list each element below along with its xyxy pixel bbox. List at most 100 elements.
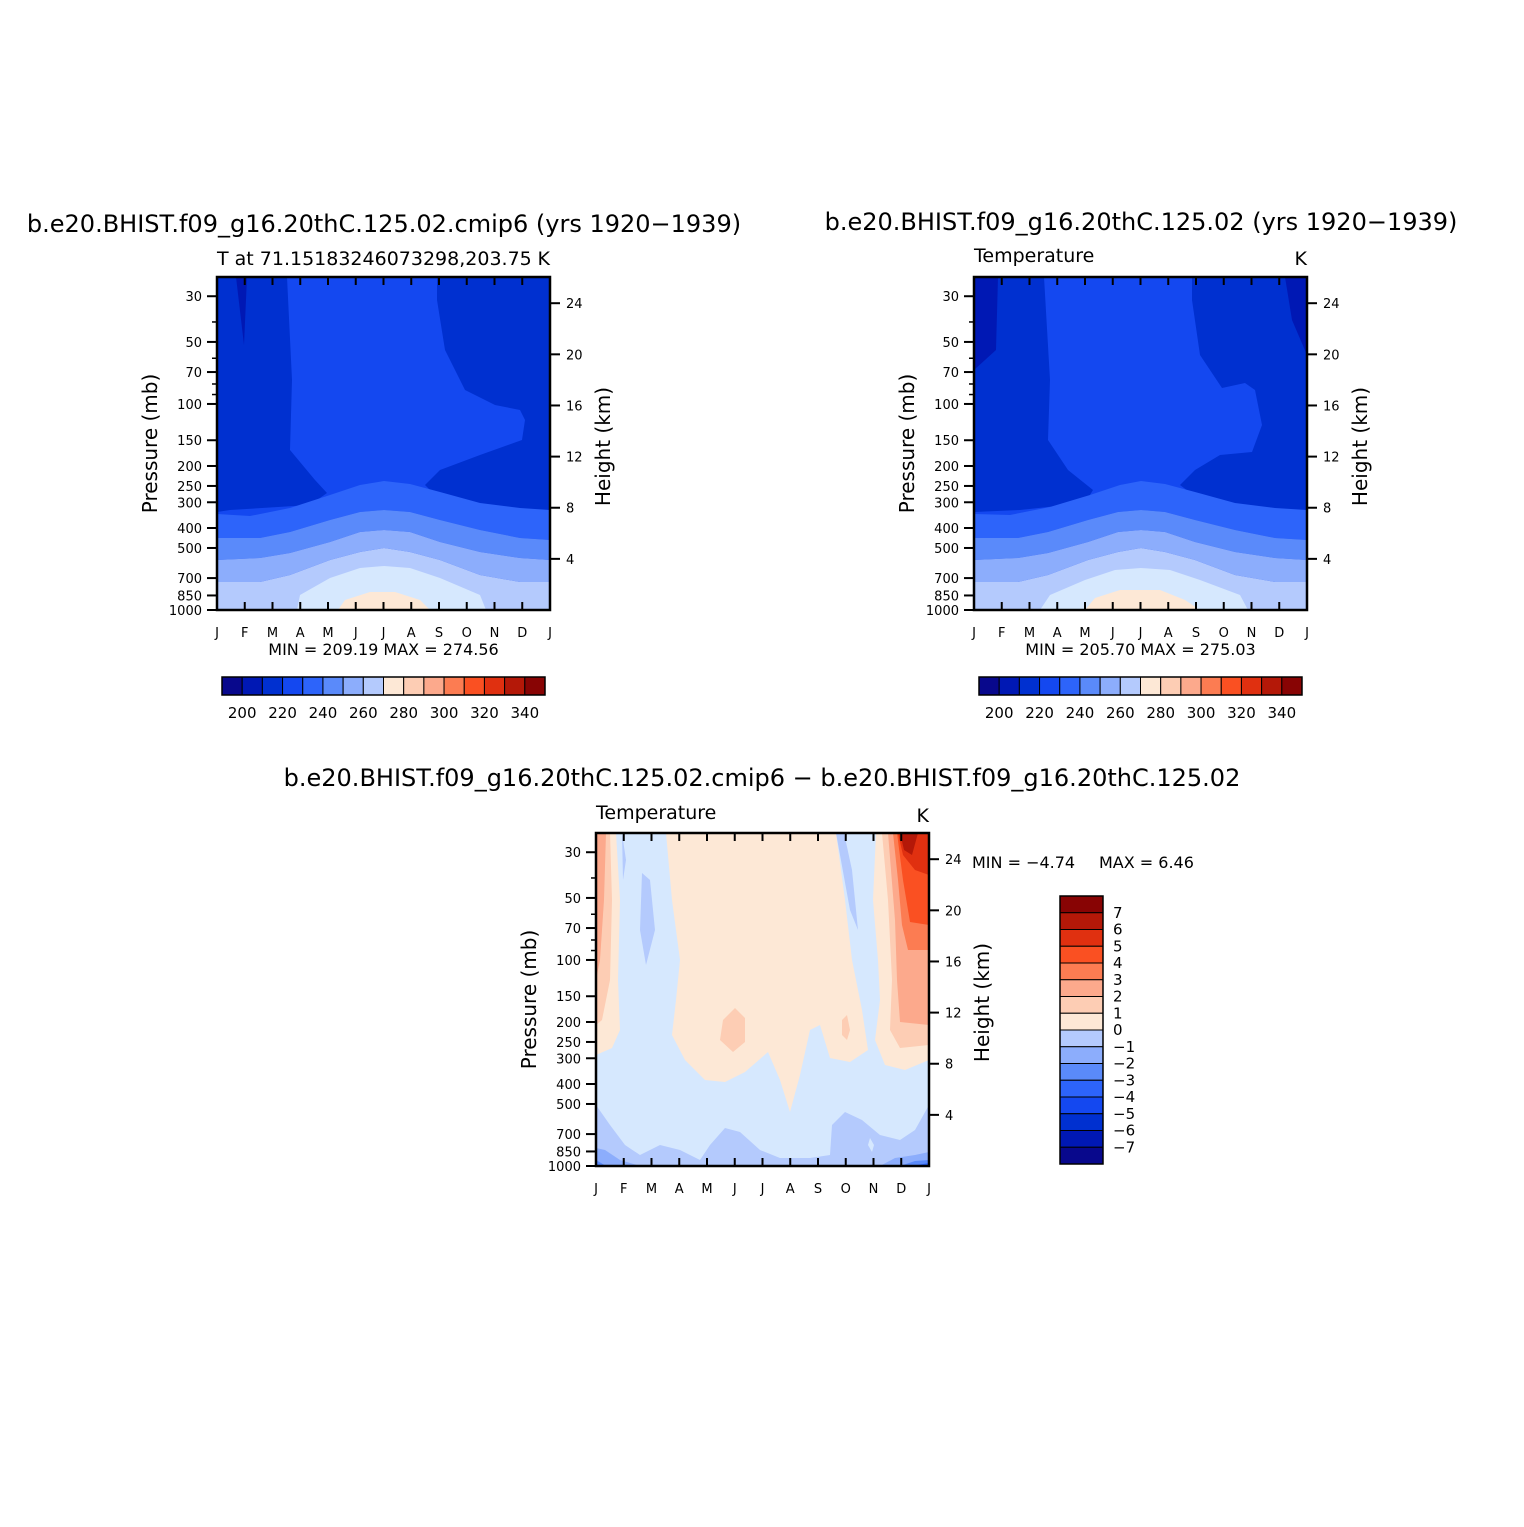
y-tick-label: 200 bbox=[177, 460, 202, 475]
colorbar-box bbox=[1281, 676, 1303, 696]
y2-tick-label: 20 bbox=[1323, 348, 1340, 363]
x-tick-label: N bbox=[1247, 626, 1257, 641]
colorbar-box bbox=[1059, 1063, 1104, 1081]
x-tick-label: J bbox=[1138, 626, 1143, 641]
y-axis-label: Pressure (mb) bbox=[895, 374, 919, 514]
colorbar-box bbox=[1059, 996, 1104, 1014]
colorbar-label: 200 bbox=[985, 704, 1014, 722]
y-axis-label: Pressure (mb) bbox=[138, 374, 162, 514]
y2-tick-label: 4 bbox=[945, 1109, 953, 1124]
y2-tick-label: 20 bbox=[566, 348, 583, 363]
colorbar-label: 260 bbox=[349, 704, 378, 722]
y-tick-label: 70 bbox=[942, 366, 959, 381]
y2-axis-label: Height (km) bbox=[970, 943, 994, 1062]
colorbar-box bbox=[1059, 945, 1104, 964]
colorbar-box bbox=[342, 676, 364, 696]
colorbar-box bbox=[1240, 676, 1263, 696]
colorbar-label: 220 bbox=[268, 704, 297, 722]
colorbar-box bbox=[1140, 676, 1162, 696]
panel-c-contours bbox=[596, 833, 929, 1166]
colorbar-box bbox=[1059, 1113, 1104, 1131]
y2-tick-label: 24 bbox=[1323, 297, 1340, 312]
x-tick-label: M bbox=[1079, 626, 1090, 641]
colorbar-box bbox=[1160, 676, 1182, 696]
x-tick-label: J bbox=[1110, 626, 1115, 641]
y-tick-label: 850 bbox=[556, 1145, 581, 1160]
colorbar-box bbox=[302, 676, 324, 696]
x-tick-label: A bbox=[1053, 626, 1062, 641]
y2-axis-label: Height (km) bbox=[591, 387, 615, 506]
y-tick-label: 150 bbox=[556, 990, 581, 1005]
x-tick-label: J bbox=[926, 1182, 931, 1197]
y2-tick-label: 20 bbox=[945, 904, 962, 919]
y-tick-label: 200 bbox=[934, 460, 959, 475]
colorbar-label: 240 bbox=[1066, 704, 1095, 722]
y2-axis-label: Height (km) bbox=[1348, 387, 1372, 506]
colorbar-1: 200 220 240 260 280 300 320 340 bbox=[978, 676, 1303, 722]
colorbar-label: −1 bbox=[1113, 1038, 1135, 1056]
y-tick-label: 70 bbox=[564, 922, 581, 937]
colorbar-box bbox=[1119, 676, 1141, 696]
x-tick-label: M bbox=[267, 626, 278, 641]
y-tick-label: 100 bbox=[934, 398, 959, 413]
y-tick-label: 50 bbox=[185, 336, 202, 351]
colorbar-label: 320 bbox=[1227, 704, 1256, 722]
colorbar-label: −3 bbox=[1113, 1071, 1135, 1089]
x-tick-label: N bbox=[869, 1182, 879, 1197]
x-tick-label: J bbox=[732, 1182, 737, 1197]
colorbar-box bbox=[1099, 676, 1121, 696]
x-tick-label: F bbox=[241, 626, 248, 641]
colorbar-box bbox=[261, 676, 284, 696]
panel-a-right-subtitle: K bbox=[538, 248, 551, 270]
colorbar-label: 5 bbox=[1113, 937, 1123, 955]
y-tick-label: 30 bbox=[564, 846, 581, 861]
x-tick-label: N bbox=[490, 626, 500, 641]
y-tick-label: 150 bbox=[177, 434, 202, 449]
x-tick-label: J bbox=[547, 626, 552, 641]
x-tick-label: J bbox=[971, 626, 976, 641]
colorbar-frame bbox=[1059, 895, 1104, 1165]
colorbar-frame bbox=[978, 676, 1303, 696]
x-tick-label: J bbox=[593, 1182, 598, 1197]
x-tick-label: O bbox=[1219, 626, 1229, 641]
x-tick-label: S bbox=[435, 626, 443, 641]
x-tick-label: M bbox=[646, 1182, 657, 1197]
colorbar-label: 2 bbox=[1113, 988, 1123, 1006]
y-tick-label: 400 bbox=[177, 522, 202, 537]
colorbar-box bbox=[1059, 912, 1104, 930]
y-tick-label: 50 bbox=[942, 336, 959, 351]
colorbar-box bbox=[978, 676, 1000, 696]
colorbar-box bbox=[1180, 676, 1202, 696]
x-tick-label: A bbox=[1164, 626, 1173, 641]
colorbar-label: 0 bbox=[1113, 1021, 1123, 1039]
colorbar-label: 280 bbox=[389, 704, 418, 722]
y2-tick-label: 24 bbox=[566, 297, 583, 312]
colorbar-box bbox=[1059, 929, 1104, 947]
panel-b-contours bbox=[974, 277, 1307, 610]
y-tick-label: 1000 bbox=[548, 1160, 581, 1175]
colorbar-box bbox=[504, 676, 526, 696]
colorbar-label: 320 bbox=[470, 704, 499, 722]
panel-a-title: b.e20.BHIST.f09_g16.20thC.125.02.cmip6 (… bbox=[27, 210, 741, 238]
y2-tick-label: 12 bbox=[1323, 451, 1340, 466]
y2-tick-label: 8 bbox=[945, 1058, 953, 1073]
y-tick-label: 1000 bbox=[926, 604, 959, 619]
x-tick-label: A bbox=[675, 1182, 684, 1197]
colorbar-box bbox=[241, 676, 263, 696]
x-tick-label: O bbox=[841, 1182, 851, 1197]
y-tick-label: 500 bbox=[934, 542, 959, 557]
colorbar-label: −4 bbox=[1113, 1088, 1135, 1106]
colorbar-label: 280 bbox=[1146, 704, 1175, 722]
y-tick-label: 700 bbox=[556, 1128, 581, 1143]
colorbar-label: 200 bbox=[228, 704, 257, 722]
y-axis-label: Pressure (mb) bbox=[517, 930, 541, 1070]
axes-layer: J F M A M J J A S O N D J305070100150200250300400500… bbox=[138, 275, 1372, 1197]
y2-tick-label: 16 bbox=[945, 955, 962, 970]
colorbar-label: 260 bbox=[1106, 704, 1135, 722]
colorbar-box bbox=[1059, 1012, 1104, 1031]
colorbar-box bbox=[1200, 676, 1222, 696]
colorbar-label: 300 bbox=[1187, 704, 1216, 722]
x-tick-label: S bbox=[1192, 626, 1200, 641]
colorbar-label: −7 bbox=[1113, 1138, 1135, 1156]
